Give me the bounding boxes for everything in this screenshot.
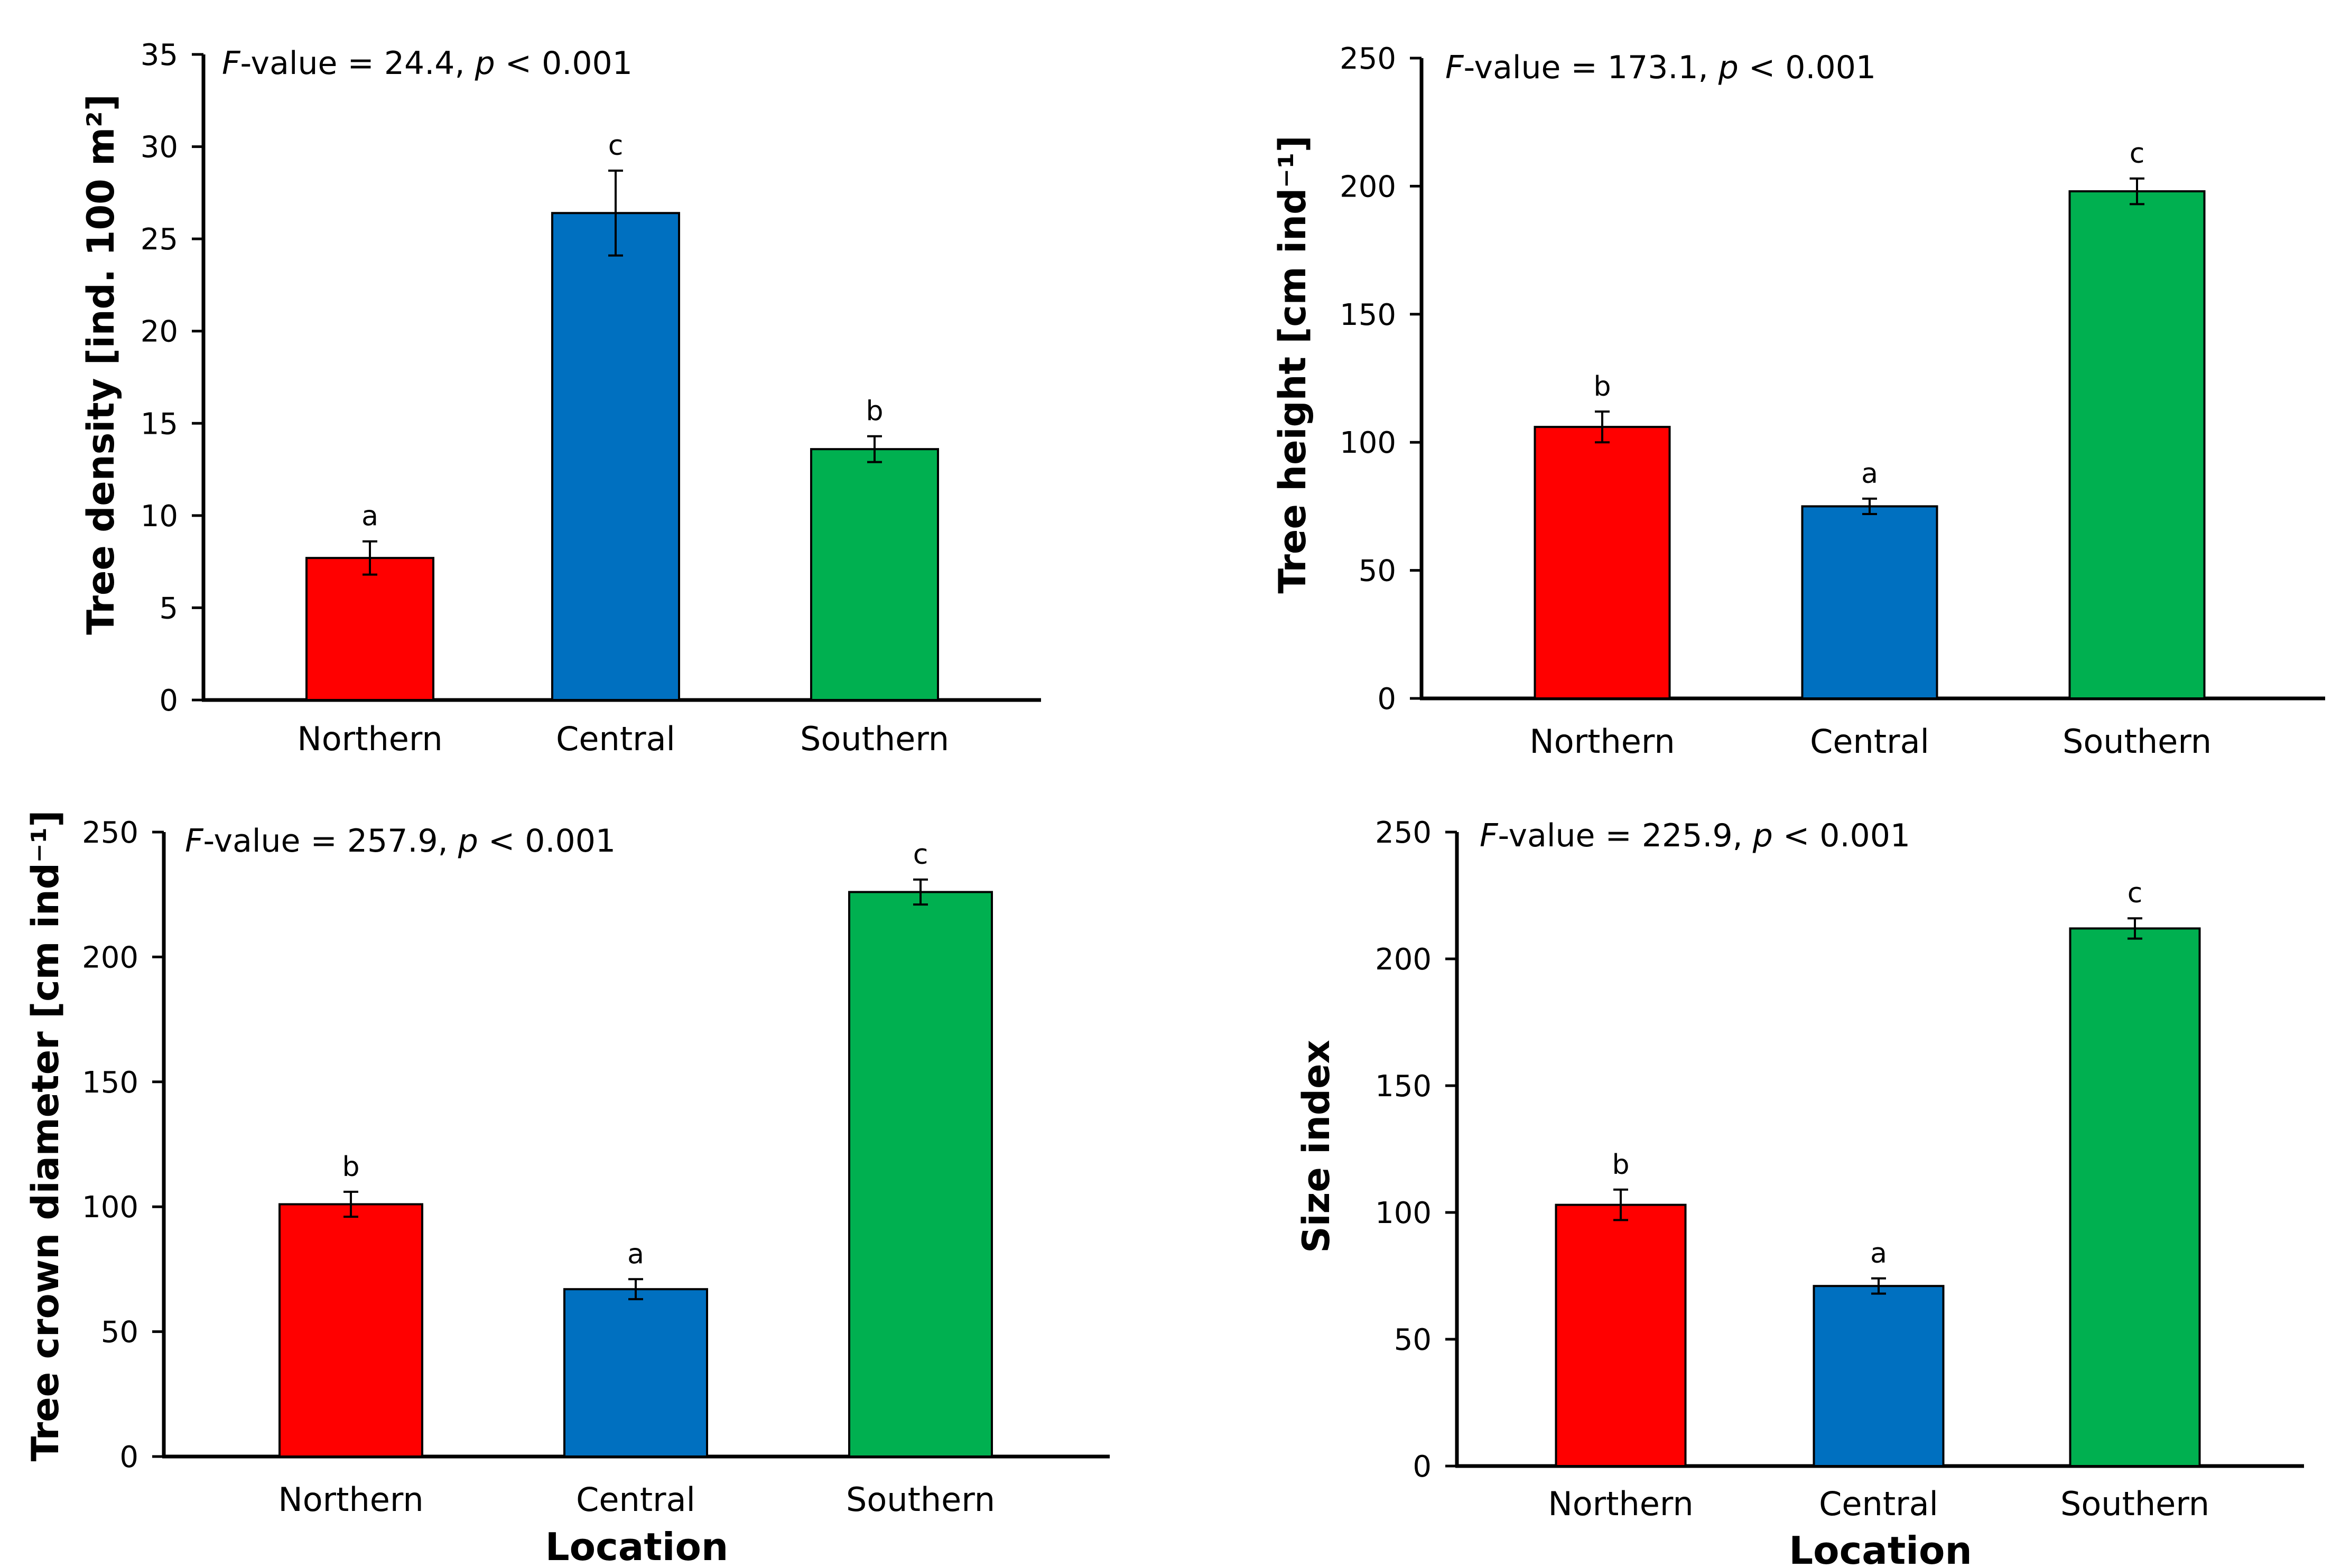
y-tick-label: 150	[82, 1066, 138, 1100]
bar-southern	[2069, 927, 2201, 1467]
category-label: Northern	[1529, 722, 1675, 761]
category-label: Central	[1810, 722, 1929, 761]
significance-letter: c	[913, 839, 928, 871]
x-axis-title: Location	[1789, 1528, 1972, 1568]
significance-letter: c	[2128, 878, 2143, 909]
y-tick-label: 35	[141, 38, 178, 72]
f-statistic-label: F-value = 257.9, p < 0.001	[185, 823, 616, 860]
category-label: Central	[576, 1480, 695, 1519]
y-tick-label: 30	[141, 130, 178, 165]
bar-southern	[2068, 190, 2206, 699]
y-tick-label: 250	[1375, 816, 1432, 850]
y-axis-title: Tree height [cm ind⁻¹]	[1271, 135, 1314, 593]
y-tick-label: 100	[1375, 1196, 1432, 1230]
significance-letter: b	[342, 1151, 359, 1183]
category-label: Northern	[278, 1480, 423, 1519]
y-axis-title: Tree crown diameter [cm ind⁻¹]	[24, 810, 67, 1462]
y-tick-label: 200	[1340, 170, 1396, 204]
f-statistic-label: F-value = 173.1, p < 0.001	[1445, 49, 1876, 86]
y-tick-label: 200	[82, 940, 138, 975]
y-tick-label: 0	[159, 684, 178, 718]
category-label: Southern	[2063, 722, 2212, 761]
y-tick-label: 0	[119, 1440, 138, 1474]
bar-northern	[305, 557, 434, 702]
y-tick-label: 50	[101, 1315, 138, 1350]
significance-letter: b	[1612, 1149, 1629, 1181]
chart-panel-2: 0 50 100 150 200 250 b Northern a Central c Souther…	[1271, 42, 2325, 761]
y-tick-label: 0	[1413, 1450, 1432, 1484]
y-axis-title: Tree density [ind. 100 m²]	[79, 94, 123, 634]
y-axis-title: Size index	[1295, 1040, 1338, 1253]
y-tick-label: 100	[1340, 426, 1396, 460]
significance-letter: a	[1861, 458, 1878, 490]
y-tick-label: 10	[141, 499, 178, 534]
bar-central	[551, 212, 680, 701]
y-tick-label: 250	[82, 816, 138, 850]
f-statistic-label: F-value = 225.9, p < 0.001	[1480, 817, 1910, 854]
y-tick-label: 5	[159, 591, 178, 626]
y-tick-label: 20	[141, 315, 178, 349]
y-tick-label: 50	[1394, 1323, 1432, 1357]
y-tick-label: 50	[1359, 554, 1396, 589]
x-axis-title: Location	[545, 1525, 728, 1568]
y-tick-label: 25	[141, 222, 178, 257]
bar-southern	[848, 891, 993, 1458]
bar-northern	[1534, 426, 1671, 699]
bar-central	[1813, 1285, 1945, 1467]
y-tick-label: 15	[141, 407, 178, 441]
category-label: Northern	[297, 720, 442, 758]
significance-letter: b	[866, 396, 883, 427]
category-label: Central	[1819, 1485, 1938, 1523]
y-tick-label: 150	[1375, 1069, 1432, 1104]
category-label: Southern	[2060, 1485, 2209, 1523]
category-label: Southern	[800, 720, 949, 758]
chart-panel-4: 0 50 100 150 200 250 b Northern a Central c Souther…	[1295, 816, 2304, 1568]
significance-letter: a	[1870, 1238, 1887, 1270]
significance-letter: a	[361, 501, 378, 533]
chart-panel-1: 0 5 10 15 20 25 30 35 a Northern c Central b Southern…	[79, 38, 1041, 758]
bar-central	[1801, 505, 1938, 700]
significance-letter: a	[627, 1238, 644, 1270]
category-label: Southern	[846, 1480, 995, 1519]
bar-southern	[810, 448, 939, 701]
y-tick-label: 200	[1375, 942, 1432, 977]
y-tick-label: 100	[82, 1190, 138, 1225]
bar-central	[563, 1288, 708, 1458]
y-tick-label: 150	[1340, 298, 1396, 332]
bar-northern	[278, 1203, 423, 1458]
bar-northern	[1555, 1203, 1687, 1468]
significance-letter: b	[1593, 371, 1611, 403]
y-tick-label: 250	[1340, 42, 1396, 76]
f-statistic-label: F-value = 24.4, p < 0.001	[222, 45, 633, 82]
chart-panel-3: 0 50 100 150 200 250 b Northern a Central c Souther…	[24, 810, 1110, 1568]
category-label: Central	[556, 720, 675, 758]
significance-letter: c	[608, 130, 624, 162]
y-tick-label: 0	[1377, 682, 1396, 716]
significance-letter: c	[2130, 138, 2145, 170]
category-label: Northern	[1548, 1485, 1693, 1523]
